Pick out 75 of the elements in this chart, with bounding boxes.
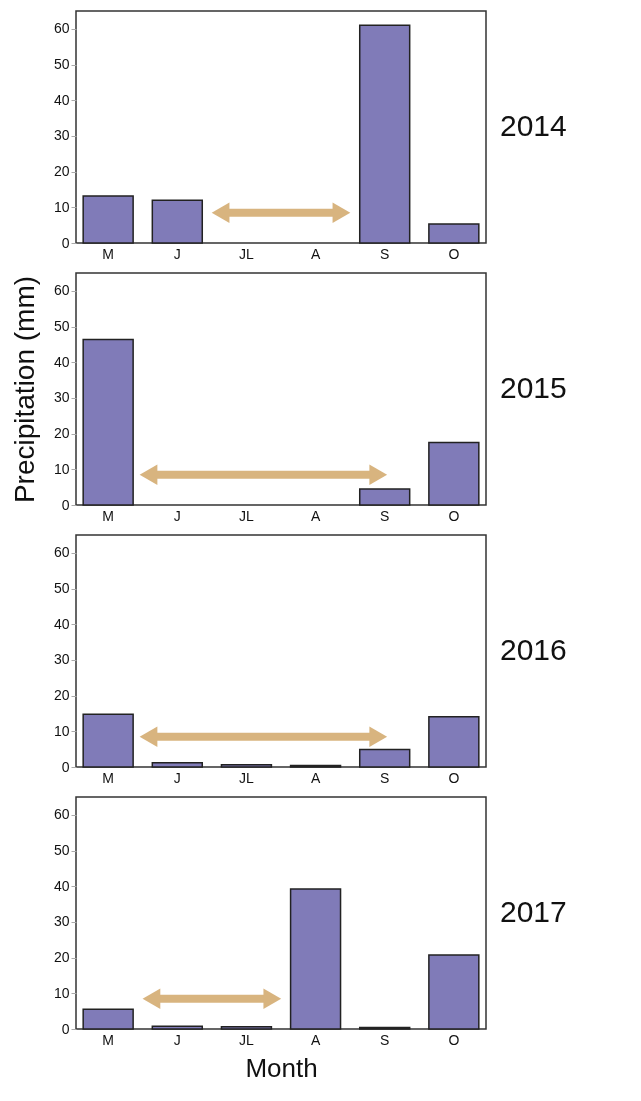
x-tick-label: JL — [239, 245, 255, 262]
y-tick-label: 50 — [53, 318, 70, 335]
x-tick-label: M — [102, 1031, 114, 1048]
x-tick-label: J — [173, 245, 181, 262]
y-tick-label: 10 — [53, 460, 70, 477]
y-tick-label: 0 — [61, 758, 70, 775]
x-tick-label: A — [310, 507, 321, 524]
y-tick-label: 0 — [61, 496, 70, 513]
bar — [151, 199, 204, 244]
y-tick-label: 0 — [61, 1020, 70, 1037]
text: 2016 — [500, 633, 567, 666]
x-tick-label: S — [380, 245, 390, 262]
y-tick-label: 30 — [53, 127, 70, 144]
y-tick-label: 60 — [53, 20, 70, 37]
y-tick-label: 20 — [53, 425, 70, 442]
text: 2014 — [500, 109, 567, 142]
x-tick-label: A — [310, 769, 321, 786]
y-tick-label: 50 — [53, 842, 70, 859]
x-tick-label: O — [448, 507, 460, 524]
y-tick-label: 40 — [53, 91, 70, 108]
bar — [358, 748, 411, 768]
bar — [82, 1008, 134, 1030]
bar — [428, 223, 480, 244]
bar — [428, 441, 480, 506]
x-tick-label: O — [448, 769, 460, 786]
y-tick-label: 50 — [53, 580, 70, 597]
bar — [151, 761, 204, 768]
y-tick-label: 10 — [53, 198, 70, 215]
bar — [220, 1026, 273, 1030]
bar — [428, 715, 480, 768]
x-tick-label: A — [310, 245, 321, 262]
text: 2017 — [500, 895, 567, 928]
x-tick-label: JL — [239, 507, 255, 524]
x-tick-label: J — [173, 507, 181, 524]
y-tick-label: 60 — [53, 544, 70, 561]
x-tick-label: M — [102, 769, 114, 786]
bar — [358, 24, 411, 244]
x-tick-label: M — [102, 245, 114, 262]
x-tick-label: M — [102, 507, 114, 524]
y-tick-label: 50 — [53, 56, 70, 73]
y-tick-label: 0 — [61, 234, 70, 251]
y-tick-label: 10 — [53, 984, 70, 1001]
x-tick-label: S — [380, 1031, 390, 1048]
y-axis-title: Precipitation (mm) — [8, 275, 40, 504]
y-tick-label: 40 — [53, 353, 70, 370]
y-tick-label: 20 — [53, 163, 70, 180]
y-tick-label: 60 — [53, 806, 70, 823]
bar — [82, 338, 134, 506]
x-tick-label: J — [173, 1031, 181, 1048]
bar — [151, 1025, 204, 1030]
x-tick-label: JL — [239, 769, 255, 786]
text: 2015 — [500, 371, 567, 404]
x-tick-label: JL — [239, 1031, 255, 1048]
bar — [82, 195, 134, 244]
bar — [289, 888, 342, 1030]
y-tick-label: 10 — [53, 722, 70, 739]
y-tick-label: 40 — [53, 877, 70, 894]
x-tick-label: O — [448, 245, 460, 262]
x-tick-label: J — [173, 769, 181, 786]
x-axis-title: Month — [245, 1052, 318, 1083]
y-tick-label: 20 — [53, 949, 70, 966]
y-tick-label: 20 — [53, 687, 70, 704]
bar — [220, 764, 273, 768]
y-tick-label: 40 — [53, 615, 70, 632]
y-tick-label: 30 — [53, 651, 70, 668]
bar — [82, 713, 134, 768]
x-tick-label: S — [380, 769, 390, 786]
y-tick-label: 30 — [53, 389, 70, 406]
bar — [358, 488, 411, 506]
x-tick-label: O — [448, 1031, 460, 1048]
x-tick-label: S — [380, 507, 390, 524]
y-tick-label: 30 — [53, 913, 70, 930]
bar — [428, 954, 480, 1030]
y-tick-label: 60 — [53, 282, 70, 299]
x-tick-label: A — [310, 1031, 321, 1048]
